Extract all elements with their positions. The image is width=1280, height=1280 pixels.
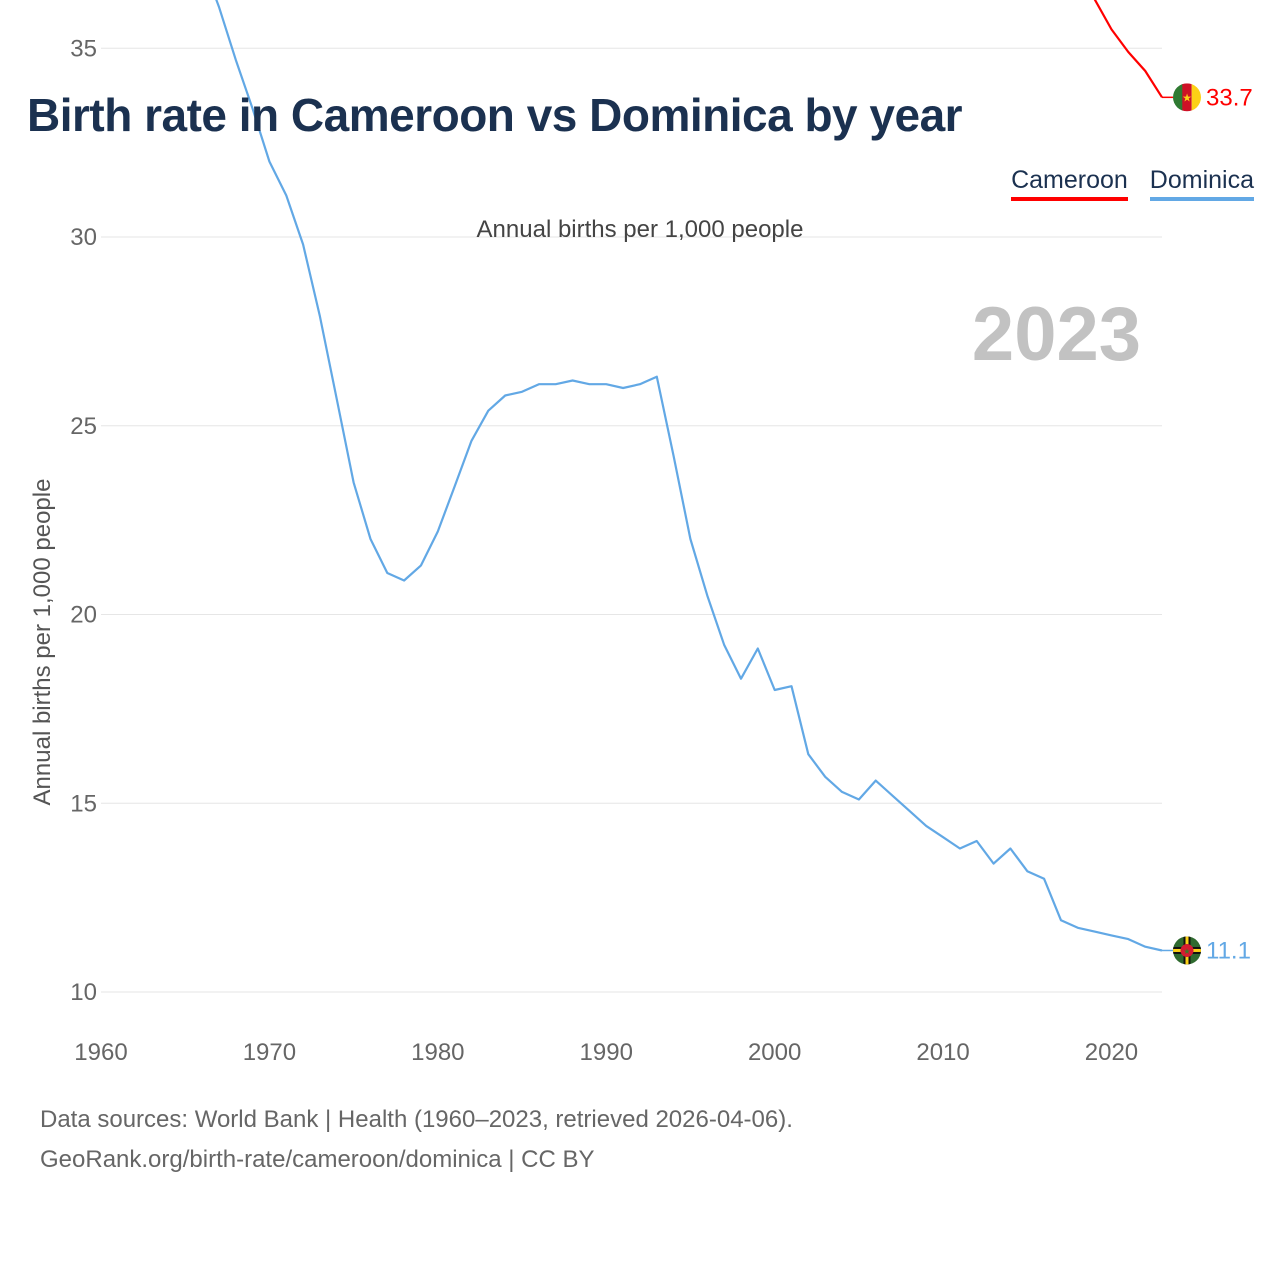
y-tick-label: 30 [70, 224, 97, 251]
y-tick-label: 10 [70, 979, 97, 1006]
y-tick-label: 20 [70, 602, 97, 629]
x-tick-label: 1980 [411, 1039, 464, 1066]
y-tick-label: 25 [70, 413, 97, 440]
gridlines [101, 47, 1162, 993]
cameroon-flag-icon: ★ [1162, 83, 1201, 112]
year-watermark: 2023 [972, 292, 1141, 377]
x-tick-label: 1970 [243, 1039, 296, 1066]
x-tick-label: 2000 [748, 1039, 801, 1066]
dominica-flag-icon: ★ [1162, 936, 1201, 965]
y-tick-label: 15 [70, 790, 97, 817]
x-axis-ticks: 1960 1970 1980 1990 2000 2010 2020 [74, 1039, 1138, 1066]
legend: Cameroon Dominica [1011, 166, 1254, 201]
x-tick-label: 1960 [74, 1039, 127, 1066]
y-axis-label: Annual births per 1,000 people [29, 479, 56, 806]
y-tick-label: 35 [70, 35, 97, 62]
end-value-cameroon: 33.7 [1206, 84, 1253, 111]
x-tick-label: 2010 [916, 1039, 969, 1066]
footer-source: Data sources: World Bank | Health (1960–… [40, 1106, 793, 1133]
series-line-dominica [215, 0, 1163, 952]
legend-item-cameroon[interactable]: Cameroon [1011, 166, 1128, 201]
chart-subtitle: Annual births per 1,000 people [476, 216, 804, 243]
series-lines [215, 0, 1163, 952]
x-tick-label: 2020 [1085, 1039, 1138, 1066]
svg-text:★: ★ [1182, 91, 1192, 104]
svg-text:★: ★ [1183, 947, 1190, 956]
x-tick-label: 1990 [580, 1039, 633, 1066]
end-value-dominica: 11.1 [1206, 937, 1251, 964]
legend-item-dominica[interactable]: Dominica [1149, 166, 1254, 201]
chart-title: Birth rate in Cameroon vs Dominica by ye… [27, 89, 963, 141]
end-markers: ★ 33.7 ★ 11.1 [1162, 83, 1253, 965]
footer-credit: GeoRank.org/birth-rate/cameroon/dominica… [40, 1146, 595, 1173]
y-axis-ticks: 1015202530354045 [70, 35, 97, 1006]
